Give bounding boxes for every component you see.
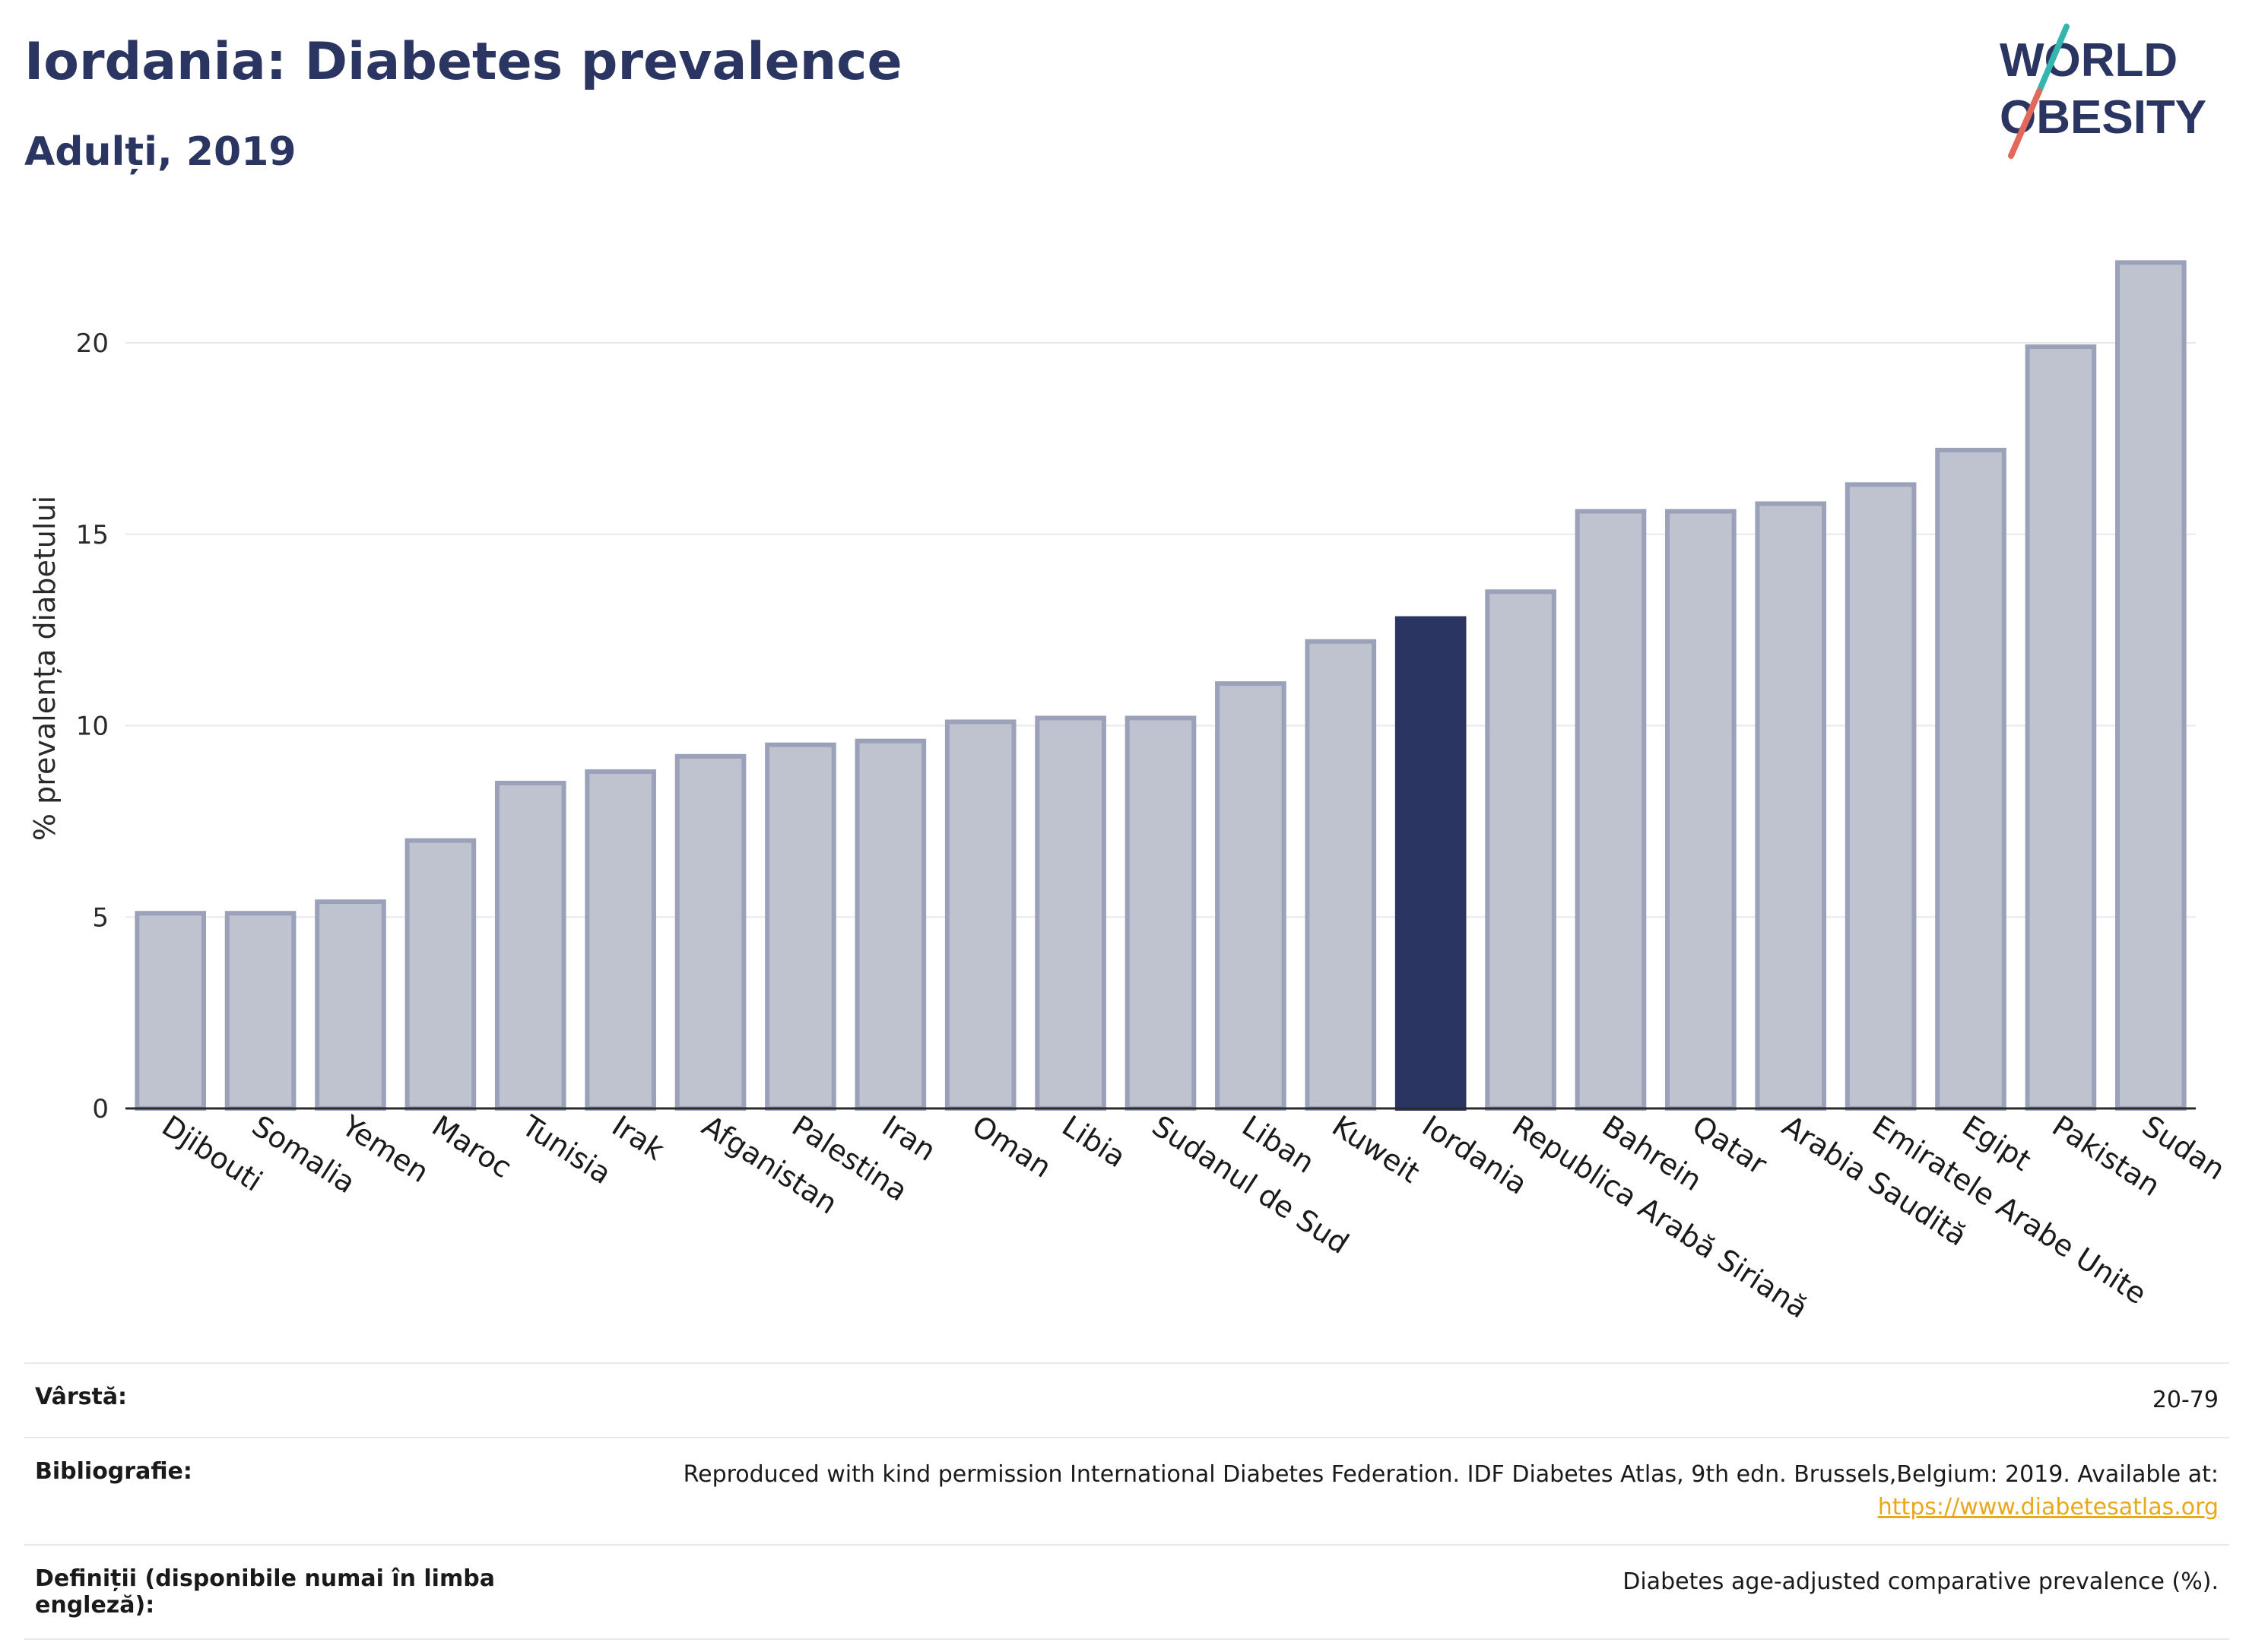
x-tick-label: Irak: [606, 1109, 670, 1167]
page-title: Iordania: Diabetes prevalence: [24, 32, 902, 92]
x-tick-label: Tunisia: [515, 1108, 617, 1191]
logo-text-world: WORLD: [2000, 34, 2178, 87]
meta-row-bibliography: Bibliografie: Reproduced with kind permi…: [24, 1437, 2229, 1545]
x-tick-label: Kuweit: [1326, 1109, 1426, 1190]
bar: [404, 838, 477, 1111]
logo-stroke-red: [2008, 88, 2042, 159]
bar: [765, 742, 836, 1111]
meta-row-definitions: Definiții (disponibile numai în limba en…: [24, 1544, 2229, 1639]
meta-row-age: Vârstă: 20-79: [24, 1363, 2229, 1438]
x-tick-label: Djibouti: [156, 1109, 268, 1198]
bar: [1575, 509, 1647, 1111]
diabetes-atlas-link[interactable]: https://www.diabetesatlas.org: [1877, 1494, 2219, 1520]
bar: [224, 911, 297, 1111]
x-tick-label: Libia: [1056, 1109, 1131, 1175]
bar: [2025, 344, 2097, 1111]
bar: [135, 911, 207, 1111]
y-axis-label: % prevalența diabetului: [28, 496, 62, 841]
bar: [1665, 509, 1737, 1111]
meta-bib-text: Reproduced with kind permission Internat…: [683, 1460, 2219, 1488]
y-tick-label: 5: [92, 902, 109, 933]
world-obesity-logo: WORLD OBESITY: [2000, 24, 2206, 159]
meta-bib-label: Bibliografie:: [35, 1457, 192, 1485]
bar: [1305, 639, 1377, 1111]
bar: [1845, 482, 1917, 1111]
bar: [494, 781, 566, 1111]
bar: [585, 769, 656, 1111]
bar: [1215, 681, 1286, 1111]
bar: [674, 753, 747, 1111]
y-tick-label: 20: [76, 328, 109, 359]
bar: [1485, 589, 1556, 1111]
x-tick-label: Oman: [966, 1109, 1058, 1184]
y-tick-label: 15: [76, 520, 109, 550]
bar-chart: 0 5 10 15 20 % prevalența diabetului DjiboutiS…: [28, 260, 2231, 1325]
x-tick-label: Somalia: [246, 1109, 362, 1200]
bar: [1035, 715, 1106, 1111]
meta-age-value: 20-79: [2152, 1387, 2219, 1413]
page-subtitle: Adulți, 2019: [24, 129, 297, 175]
bar: [1755, 501, 1827, 1111]
x-tick-label: Maroc: [426, 1109, 517, 1185]
x-tick-label: Iran: [876, 1109, 941, 1168]
bar: [855, 738, 927, 1111]
bar: [1935, 448, 2006, 1111]
bar: [315, 899, 386, 1111]
meta-def-label: Definiții (disponibile numai în limba en…: [35, 1565, 495, 1619]
meta-bib-value-cell: Reproduced with kind permission Internat…: [532, 1438, 2229, 1545]
bar: [1394, 616, 1467, 1111]
y-tick-label: 10: [76, 712, 109, 742]
bar: [944, 719, 1017, 1111]
bar: [2114, 260, 2187, 1111]
meta-def-value: Diabetes age-adjusted comparative preval…: [1623, 1568, 2219, 1595]
logo-stroke-teal: [2036, 24, 2070, 94]
meta-age-label: Vârstă:: [35, 1384, 128, 1410]
bar: [1124, 715, 1197, 1111]
y-tick-label: 0: [92, 1094, 109, 1124]
metadata-table: Vârstă: 20-79 Bibliografie: Reproduced w…: [24, 1362, 2229, 1640]
